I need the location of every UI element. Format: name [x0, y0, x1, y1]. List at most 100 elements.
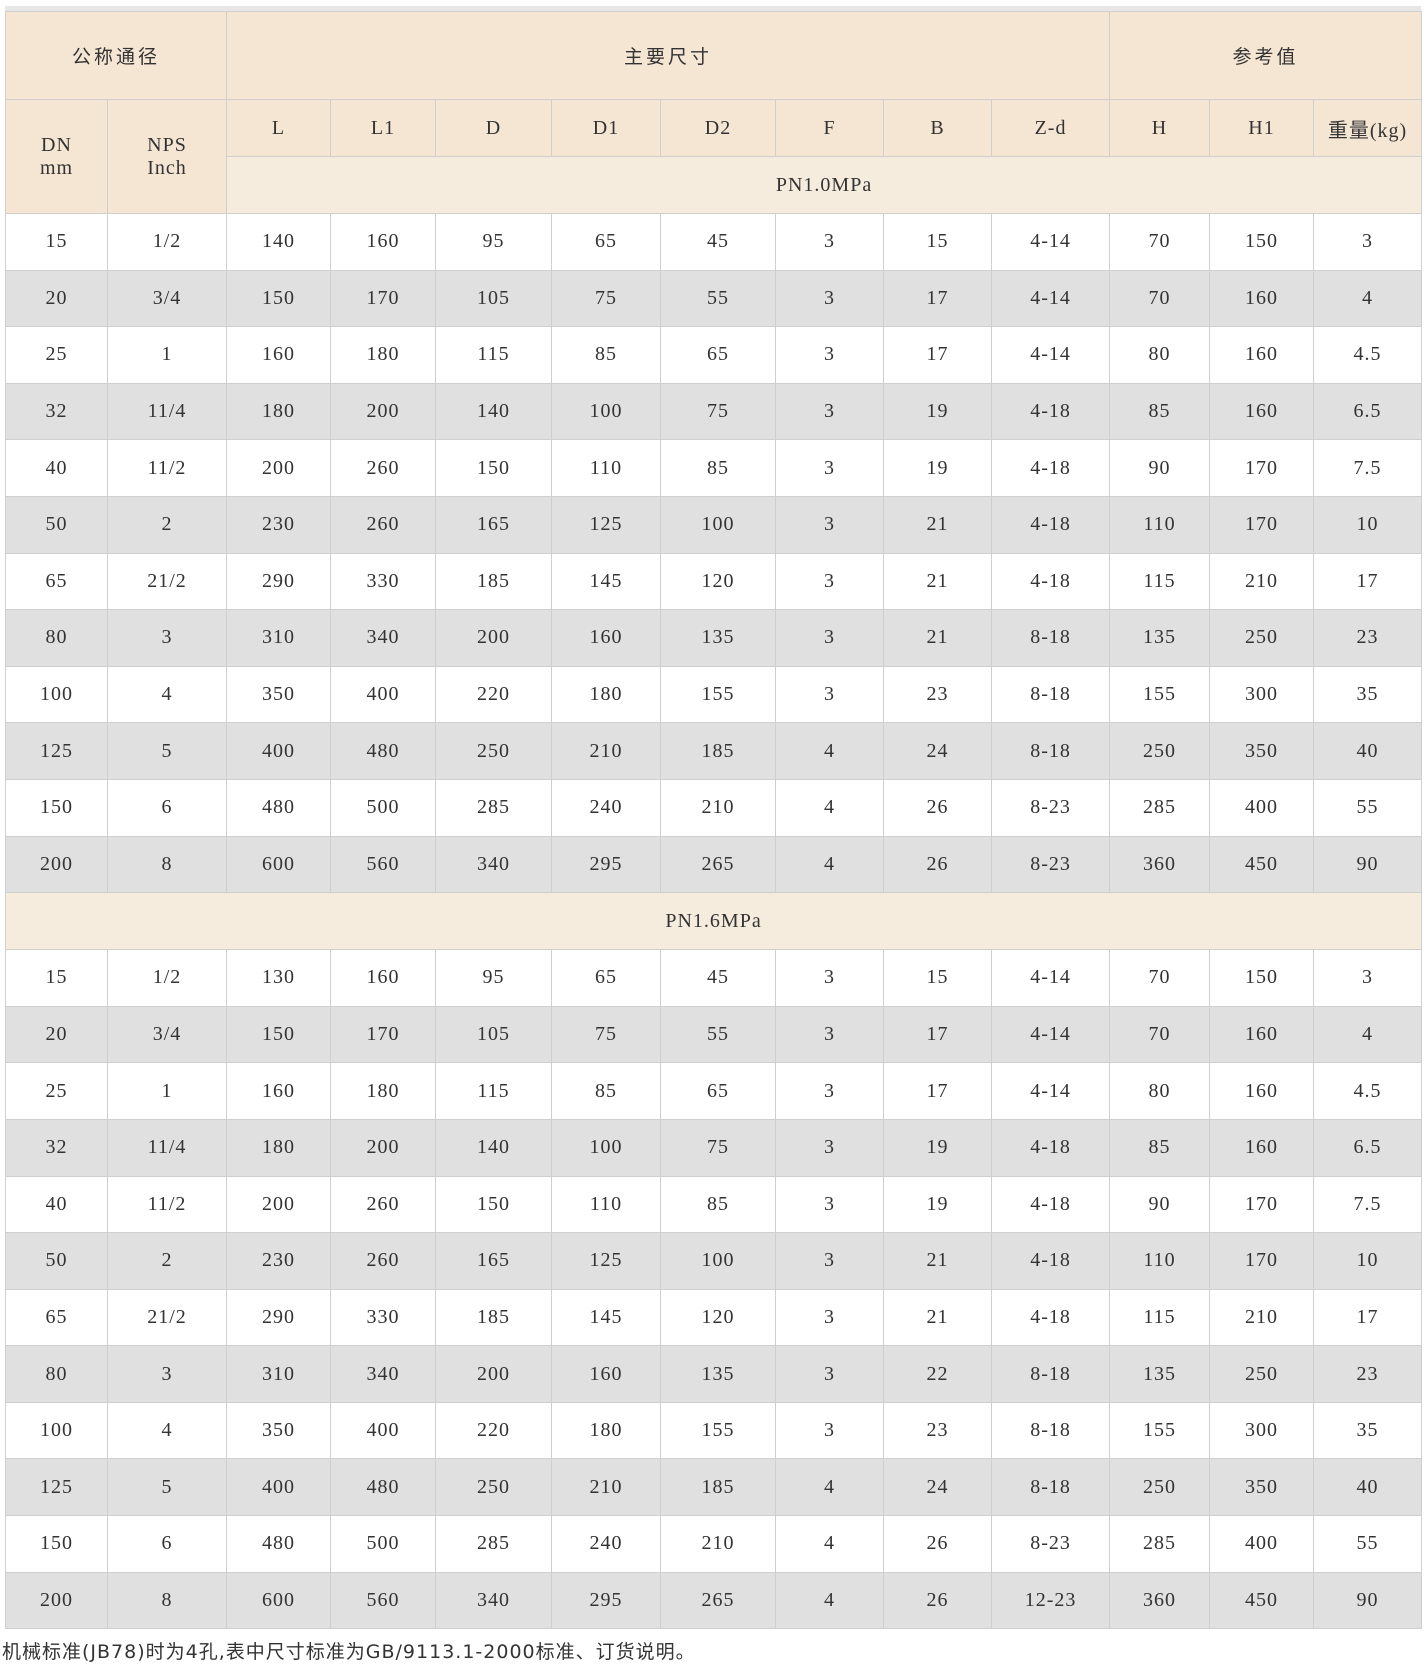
table-cell: 8	[106, 835, 228, 894]
column-header: Z-d	[991, 99, 1111, 157]
table-cell: 70	[1109, 949, 1211, 1007]
table-cell: 160	[1209, 1118, 1315, 1177]
table-cell: 65	[551, 949, 662, 1007]
table-row: 150 6 480 500 285 240 210 4 26 8-23 285 400 55	[5, 1515, 1423, 1573]
table-cell: 150	[435, 439, 553, 497]
table-cell: 45	[660, 949, 777, 1007]
table-cell: 135	[1109, 1345, 1211, 1403]
table-cell: 145	[551, 552, 662, 611]
table-cell: 2	[106, 495, 228, 554]
table-row: 200 8 600 560 340 295 265 4 26 8-23 360 450 90	[5, 835, 1423, 894]
table-cell: 155	[660, 665, 777, 724]
table-row: 125 5 400 480 250 210 185 4 24 8-18 250 350 40	[5, 722, 1423, 780]
table-cell: 55	[660, 269, 777, 328]
table-cell: 130	[226, 949, 332, 1007]
table-cell: 15	[5, 213, 108, 271]
table-cell: 125	[5, 1458, 108, 1517]
table-cell: 3	[775, 609, 885, 667]
table-cell: 85	[551, 1062, 662, 1120]
table-cell: 25	[5, 1062, 108, 1120]
table-cell: 3	[775, 1118, 885, 1177]
table-cell: 55	[660, 1005, 777, 1064]
table-cell: 3	[775, 439, 885, 497]
table-cell: 480	[226, 778, 332, 837]
table-cell: 105	[435, 269, 553, 328]
table-cell: 165	[435, 1232, 553, 1290]
table-cell: 55	[1313, 778, 1423, 837]
table-cell: 75	[660, 382, 777, 441]
table-cell: 360	[1109, 1571, 1211, 1630]
table-cell: 210	[660, 778, 777, 837]
table-cell: 4	[106, 1401, 228, 1460]
table-cell: 55	[1313, 1515, 1423, 1573]
table-cell: 350	[1209, 722, 1315, 780]
table-cell: 165	[435, 495, 553, 554]
table-cell: 100	[5, 1401, 108, 1460]
table-cell: 65	[5, 552, 108, 611]
table-cell: 4	[775, 778, 885, 837]
table-cell: 260	[330, 495, 437, 554]
table-cell: 26	[883, 1515, 993, 1573]
table-cell: 80	[5, 609, 108, 667]
table-cell: 23	[1313, 1345, 1423, 1403]
table-cell: 4-18	[991, 1288, 1111, 1347]
table-cell: 21	[883, 552, 993, 611]
table-cell: 140	[435, 1118, 553, 1177]
table-cell: 10	[1313, 495, 1423, 554]
table-cell: 6	[106, 1515, 228, 1573]
table-cell: 35	[1313, 665, 1423, 724]
table-cell: 4-18	[991, 1118, 1111, 1177]
table-cell: 120	[660, 552, 777, 611]
table-cell: 160	[1209, 326, 1315, 384]
table-cell: 17	[883, 1005, 993, 1064]
table-cell: 160	[1209, 269, 1315, 328]
table-row: 200 8 600 560 340 295 265 4 26 12-23 360 450 90	[5, 1571, 1423, 1630]
table-cell: 11/2	[106, 439, 228, 497]
table-cell: 19	[883, 382, 993, 441]
table-cell: 100	[551, 1118, 662, 1177]
table-row: 65 21/2 290 330 185 145 120 3 21 4-18 115 210 17	[5, 1288, 1423, 1347]
table-cell: 145	[551, 1288, 662, 1347]
table-cell: 220	[435, 1401, 553, 1460]
table-cell: 75	[551, 269, 662, 328]
table-cell: 160	[330, 949, 437, 1007]
table-cell: 6.5	[1313, 382, 1423, 441]
table-cell: 17	[1313, 1288, 1423, 1347]
table-cell: 350	[226, 1401, 332, 1460]
table-cell: 4.5	[1313, 326, 1423, 384]
table-cell: 21	[883, 609, 993, 667]
table-cell: 8-18	[991, 665, 1111, 724]
table-cell: 330	[330, 552, 437, 611]
table-cell: 25	[5, 326, 108, 384]
table-cell: 4-14	[991, 1062, 1111, 1120]
table-cell: 17	[883, 326, 993, 384]
table-cell: 160	[330, 213, 437, 271]
table-cell: 310	[226, 1345, 332, 1403]
table-cell: 250	[1209, 1345, 1315, 1403]
table-cell: 20	[5, 269, 108, 328]
column-header: L1	[330, 99, 437, 157]
table-cell: 150	[226, 1005, 332, 1064]
table-cell: 260	[330, 1175, 437, 1234]
table-cell: 17	[1313, 552, 1423, 611]
table-cell: 90	[1313, 1571, 1423, 1630]
table-cell: 3	[775, 1005, 885, 1064]
table-cell: 115	[1109, 1288, 1211, 1347]
table-cell: 3	[775, 1175, 885, 1234]
table-cell: 140	[226, 213, 332, 271]
table-cell: 21	[883, 495, 993, 554]
table-cell: 125	[551, 495, 662, 554]
table-cell: 85	[660, 1175, 777, 1234]
table-cell: 210	[551, 722, 662, 780]
table-cell: 400	[226, 1458, 332, 1517]
table-cell: 135	[660, 609, 777, 667]
table-cell: 4-18	[991, 382, 1111, 441]
table-cell: 80	[5, 1345, 108, 1403]
table-cell: 100	[660, 1232, 777, 1290]
table-cell: 70	[1109, 269, 1211, 328]
table-cell: 290	[226, 552, 332, 611]
table-cell: 50	[5, 1232, 108, 1290]
table-cell: 1	[106, 1062, 228, 1120]
table-cell: 65	[660, 1062, 777, 1120]
table-cell: 180	[226, 382, 332, 441]
